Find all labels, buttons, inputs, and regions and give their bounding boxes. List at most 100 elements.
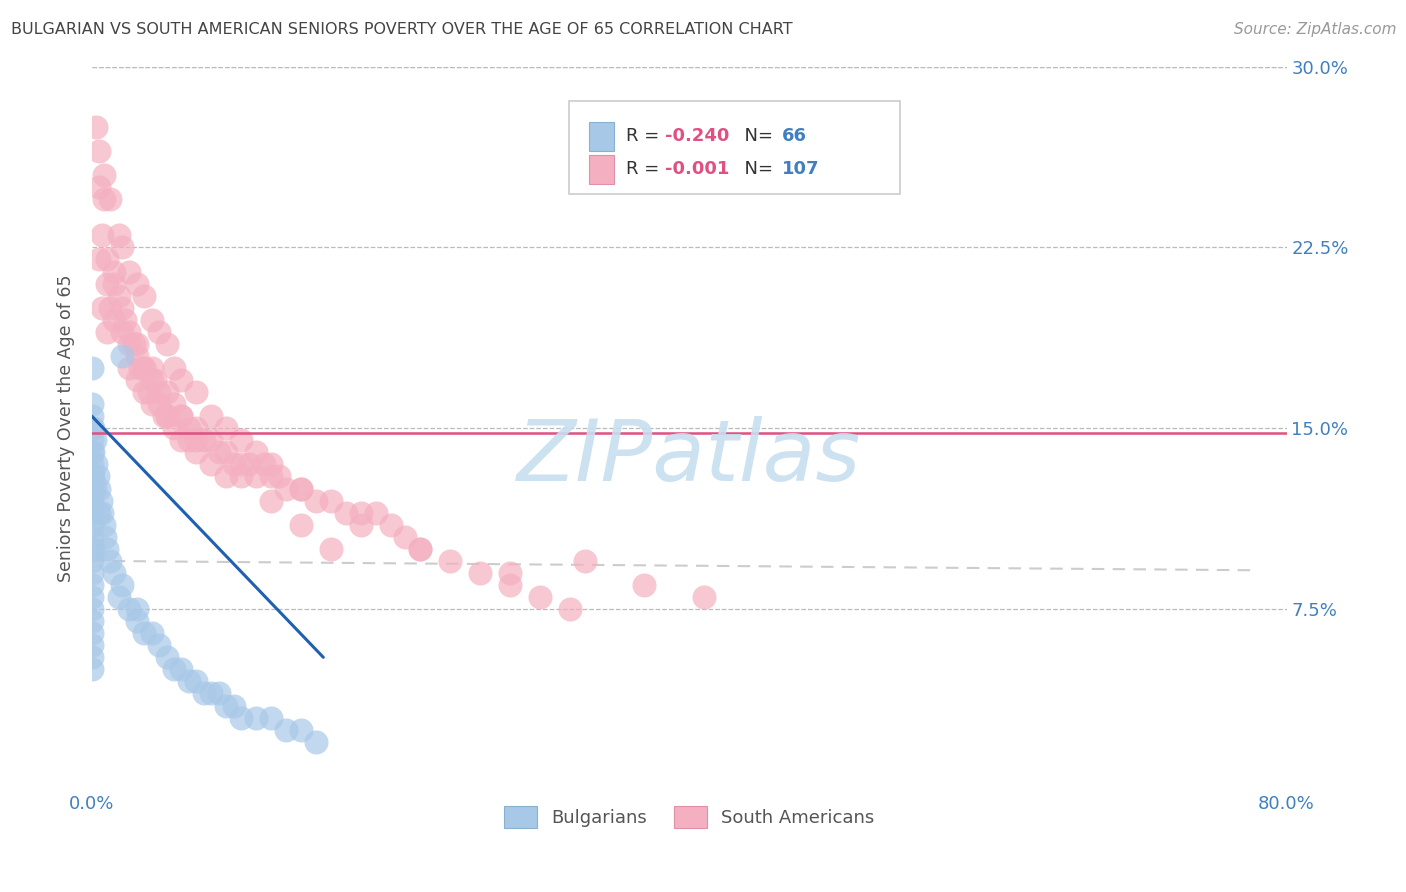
- Point: [82, 469, 104, 483]
- Point: [274, 482, 297, 496]
- Point: [125, 277, 148, 291]
- Point: [93, 168, 115, 182]
- Point: [155, 409, 177, 424]
- Point: [186, 421, 208, 435]
- Point: [107, 288, 129, 302]
- Point: [208, 686, 231, 700]
- Text: 107: 107: [782, 161, 820, 178]
- Point: [134, 626, 156, 640]
- Point: [91, 301, 114, 315]
- Point: [260, 458, 283, 472]
- Point: [290, 723, 312, 737]
- Point: [319, 493, 342, 508]
- Point: [96, 541, 118, 556]
- Point: [305, 734, 328, 748]
- Point: [267, 469, 290, 483]
- Point: [215, 445, 238, 459]
- Point: [350, 517, 373, 532]
- Point: [380, 517, 402, 532]
- Point: [141, 397, 163, 411]
- Point: [200, 409, 222, 424]
- Point: [529, 590, 551, 604]
- Point: [80, 602, 103, 616]
- Point: [80, 458, 103, 472]
- Point: [193, 434, 215, 448]
- Point: [163, 421, 186, 435]
- Point: [89, 506, 111, 520]
- Point: [152, 409, 174, 424]
- Point: [111, 325, 134, 339]
- Point: [260, 710, 283, 724]
- Point: [231, 434, 253, 448]
- Point: [155, 385, 177, 400]
- Point: [103, 264, 125, 278]
- Point: [125, 337, 148, 351]
- Point: [200, 686, 222, 700]
- Point: [163, 397, 186, 411]
- Point: [252, 458, 274, 472]
- Point: [98, 554, 121, 568]
- Point: [245, 469, 267, 483]
- Point: [364, 506, 387, 520]
- Point: [80, 445, 103, 459]
- Point: [260, 493, 283, 508]
- Point: [125, 349, 148, 363]
- Legend: Bulgarians, South Americans: Bulgarians, South Americans: [496, 798, 882, 835]
- Point: [177, 674, 200, 689]
- Point: [89, 144, 111, 158]
- Point: [170, 409, 193, 424]
- Point: [111, 349, 134, 363]
- Point: [574, 554, 596, 568]
- Point: [80, 554, 103, 568]
- Point: [238, 458, 260, 472]
- Point: [186, 434, 208, 448]
- Point: [80, 493, 103, 508]
- Point: [80, 482, 103, 496]
- Point: [89, 252, 111, 267]
- Point: [170, 409, 193, 424]
- Point: [170, 662, 193, 676]
- Point: [83, 434, 105, 448]
- Point: [80, 530, 103, 544]
- Point: [290, 517, 312, 532]
- Point: [80, 626, 103, 640]
- Text: R =: R =: [626, 128, 665, 145]
- Point: [118, 325, 141, 339]
- Point: [468, 566, 491, 580]
- Point: [231, 469, 253, 483]
- Point: [260, 469, 283, 483]
- Point: [103, 277, 125, 291]
- Point: [80, 506, 103, 520]
- Point: [231, 710, 253, 724]
- Point: [80, 409, 103, 424]
- Point: [148, 638, 170, 652]
- Point: [215, 698, 238, 713]
- Point: [141, 626, 163, 640]
- Text: N=: N=: [733, 161, 779, 178]
- Point: [148, 397, 170, 411]
- Point: [80, 361, 103, 376]
- Point: [394, 530, 416, 544]
- Point: [170, 434, 193, 448]
- Point: [155, 337, 177, 351]
- Point: [80, 469, 103, 483]
- Point: [439, 554, 461, 568]
- Point: [274, 723, 297, 737]
- Point: [111, 301, 134, 315]
- Point: [134, 361, 156, 376]
- Point: [80, 614, 103, 628]
- Point: [118, 602, 141, 616]
- Point: [93, 192, 115, 206]
- Point: [141, 312, 163, 326]
- Point: [350, 506, 373, 520]
- Point: [215, 421, 238, 435]
- Point: [208, 445, 231, 459]
- Point: [96, 252, 118, 267]
- Point: [111, 240, 134, 254]
- Point: [193, 686, 215, 700]
- Point: [499, 566, 522, 580]
- Point: [96, 277, 118, 291]
- Point: [290, 482, 312, 496]
- Text: Source: ZipAtlas.com: Source: ZipAtlas.com: [1233, 22, 1396, 37]
- Point: [245, 445, 267, 459]
